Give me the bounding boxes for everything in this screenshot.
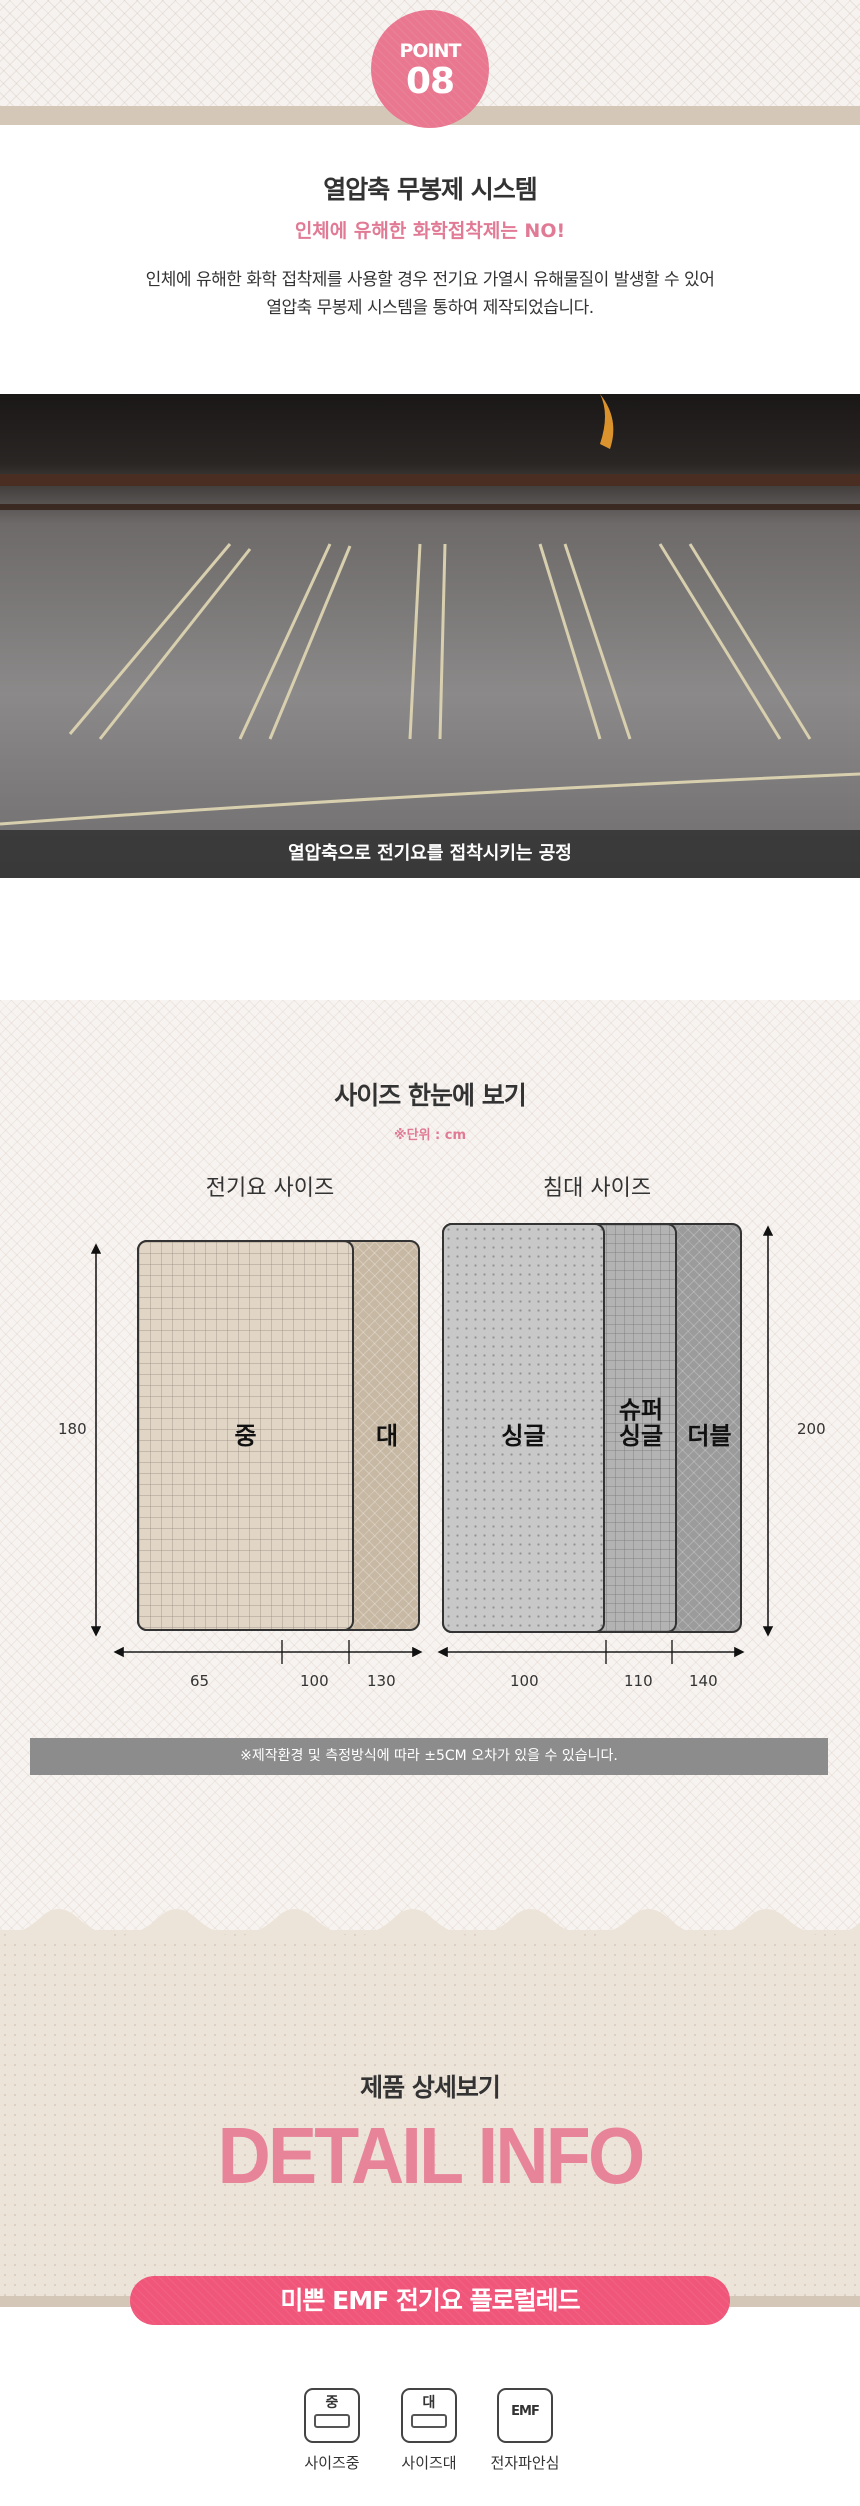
emf-safe-icon: EMF <box>497 2388 553 2443</box>
process-photo <box>0 394 860 878</box>
body-line-2: 열압축 무봉제 시스템을 통하여 제작되었습니다. <box>266 298 594 318</box>
detail-section-background <box>0 1930 860 2296</box>
bed-icon <box>411 2414 447 2428</box>
mat-medium-label: 중 <box>234 1422 257 1450</box>
mat-size-heading: 전기요 사이즈 <box>205 1176 335 1201</box>
bed-single <box>442 1223 605 1633</box>
bed-icon <box>314 2414 350 2428</box>
mat-medium <box>137 1240 354 1631</box>
unit-note: ※단위 : cm <box>393 1128 467 1143</box>
bed-height-label: 200 <box>797 1420 826 1438</box>
bed-width-3: 140 <box>689 1672 718 1690</box>
size-medium-icon: 중 <box>304 2388 360 2443</box>
size-title: 사이즈 한눈에 보기 <box>334 1081 526 1110</box>
wavy-edge <box>0 1909 860 1940</box>
bed-double-label: 더블 <box>687 1422 732 1450</box>
point-badge: POINT 08 <box>371 10 489 128</box>
mat-width-1: 65 <box>190 1672 210 1690</box>
point-label: POINT <box>399 40 461 62</box>
point-number: 08 <box>405 61 455 102</box>
section-subtitle: 인체에 유해한 화학접착제는 NO! <box>294 220 566 242</box>
icon-glyph: 중 <box>325 2395 339 2411</box>
detail-title: DETAIL INFO <box>217 2111 646 2200</box>
photo-illustration <box>0 394 860 826</box>
product-name-banner: 미쁜 EMF 전기요 플로럴레드 <box>130 2276 730 2325</box>
bed-super-single-label: 슈퍼 싱글 <box>618 1396 664 1450</box>
tolerance-note: ※제작환경 및 측정방식에 따라 ±5CM 오차가 있을 수 있습니다. <box>30 1738 828 1775</box>
icon-label: 전자파안심 <box>490 2454 560 2472</box>
icon-label: 사이즈대 <box>401 2454 457 2472</box>
size-large-icon: 대 <box>401 2388 457 2443</box>
body-line-1: 인체에 유해한 화학 접착제를 사용할 경우 전기요 가열시 유해물질이 발생할… <box>145 270 715 290</box>
detail-subtitle: 제품 상세보기 <box>360 2073 501 2102</box>
icon-glyph: 대 <box>422 2395 436 2411</box>
icon-glyph: EMF <box>511 2404 540 2419</box>
mat-large-label: 대 <box>375 1422 399 1450</box>
bed-size-heading: 침대 사이즈 <box>542 1176 652 1201</box>
bed-width-2: 110 <box>624 1672 653 1690</box>
bed-single-label: 싱글 <box>501 1422 546 1450</box>
icon-label: 사이즈중 <box>304 2454 360 2472</box>
bed-width-1: 100 <box>510 1672 539 1690</box>
mat-width-2: 100 <box>300 1672 329 1690</box>
mat-width-3: 130 <box>367 1672 396 1690</box>
dimension-arrows <box>90 1225 774 1664</box>
photo-caption: 열압축으로 전기요를 접착시키는 공정 <box>0 830 860 878</box>
mat-height-label: 180 <box>58 1420 87 1438</box>
section-title: 열압축 무봉제 시스템 <box>323 175 537 204</box>
